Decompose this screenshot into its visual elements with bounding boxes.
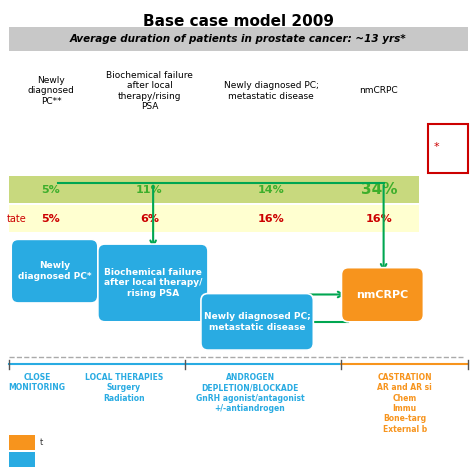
FancyBboxPatch shape bbox=[9, 27, 468, 51]
Text: *: * bbox=[434, 142, 439, 152]
Text: Newly
diagnosed PC*: Newly diagnosed PC* bbox=[18, 262, 91, 281]
FancyBboxPatch shape bbox=[9, 452, 35, 467]
Text: 16%: 16% bbox=[365, 214, 392, 224]
Text: ANDROGEN
DEPLETION/BLOCKADE
GnRH agonist/antagonist
+/-antiandrogen: ANDROGEN DEPLETION/BLOCKADE GnRH agonist… bbox=[196, 373, 304, 413]
Text: LOCAL THERAPIES
Surgery
Radiation: LOCAL THERAPIES Surgery Radiation bbox=[84, 373, 163, 402]
FancyBboxPatch shape bbox=[9, 176, 419, 203]
Text: CLOSE
MONITORING: CLOSE MONITORING bbox=[9, 373, 65, 392]
Text: 5%: 5% bbox=[42, 214, 60, 224]
Text: Average duration of patients in prostate cancer: ~13 yrs*: Average duration of patients in prostate… bbox=[70, 34, 407, 44]
FancyBboxPatch shape bbox=[9, 435, 35, 450]
Text: Newly
diagnosed
PC**: Newly diagnosed PC** bbox=[27, 76, 74, 106]
Text: Biochemical failure
after local
therapy/rising
PSA: Biochemical failure after local therapy/… bbox=[106, 71, 193, 111]
FancyBboxPatch shape bbox=[201, 293, 313, 350]
FancyBboxPatch shape bbox=[9, 205, 419, 232]
Text: Newly diagnosed PC;
metastatic disease: Newly diagnosed PC; metastatic disease bbox=[204, 312, 310, 331]
Text: 6%: 6% bbox=[140, 214, 159, 224]
Text: Biochemical failure
after local therapy/
rising PSA: Biochemical failure after local therapy/… bbox=[104, 268, 202, 298]
Text: 34%: 34% bbox=[361, 182, 397, 197]
Text: nmCRPC: nmCRPC bbox=[360, 86, 398, 95]
Text: 5%: 5% bbox=[42, 185, 60, 195]
FancyBboxPatch shape bbox=[428, 124, 468, 173]
Text: nmCRPC: nmCRPC bbox=[356, 290, 409, 300]
Text: 16%: 16% bbox=[258, 214, 284, 224]
FancyBboxPatch shape bbox=[98, 244, 208, 322]
Text: 14%: 14% bbox=[258, 185, 284, 195]
Text: CASTRATION
AR and AR si
Chem
Immu
Bone-targ
External b: CASTRATION AR and AR si Chem Immu Bone-t… bbox=[377, 373, 432, 434]
FancyBboxPatch shape bbox=[341, 268, 423, 322]
Text: Newly diagnosed PC;
metastatic disease: Newly diagnosed PC; metastatic disease bbox=[224, 81, 319, 100]
Text: 11%: 11% bbox=[136, 185, 163, 195]
Text: Base case model 2009: Base case model 2009 bbox=[143, 14, 334, 29]
FancyBboxPatch shape bbox=[11, 239, 98, 303]
Text: t: t bbox=[39, 438, 43, 447]
Text: tate: tate bbox=[7, 214, 26, 224]
